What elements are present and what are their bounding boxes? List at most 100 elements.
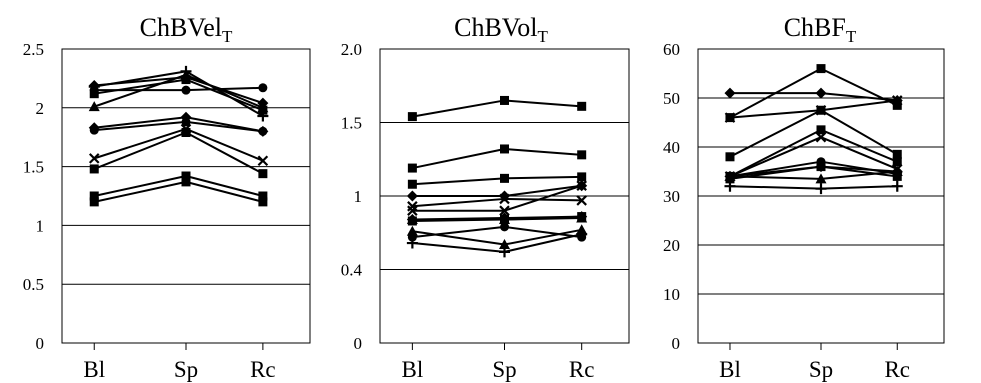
data-point bbox=[88, 101, 100, 112]
data-point bbox=[257, 155, 269, 166]
data-point bbox=[577, 212, 587, 222]
x-tick-label: Sp bbox=[492, 357, 516, 382]
data-point bbox=[500, 144, 509, 154]
series-10 bbox=[724, 166, 903, 184]
data-point bbox=[815, 87, 827, 99]
series-10 bbox=[89, 171, 268, 201]
data-point bbox=[407, 216, 417, 226]
data-point bbox=[499, 193, 510, 205]
data-point bbox=[724, 170, 736, 181]
data-point bbox=[407, 112, 417, 122]
data-point bbox=[407, 205, 418, 216]
series-line bbox=[94, 175, 264, 197]
data-point bbox=[499, 239, 510, 250]
series-1 bbox=[407, 95, 587, 122]
data-point bbox=[576, 195, 587, 206]
data-point bbox=[406, 237, 418, 249]
data-point bbox=[181, 127, 191, 137]
data-point bbox=[406, 225, 418, 236]
series-line bbox=[412, 228, 582, 246]
data-point bbox=[500, 95, 509, 105]
chart-title-main: ChBVol bbox=[454, 13, 537, 42]
data-point bbox=[891, 180, 903, 192]
data-point bbox=[724, 180, 736, 192]
series-line bbox=[729, 185, 898, 190]
series-11 bbox=[724, 180, 903, 195]
series-line bbox=[412, 147, 582, 170]
data-point bbox=[181, 171, 191, 181]
series-6 bbox=[407, 180, 587, 216]
data-point bbox=[576, 228, 588, 240]
y-tick-label: 1.5 bbox=[341, 114, 362, 133]
data-point bbox=[181, 85, 191, 95]
series-line bbox=[93, 131, 264, 175]
data-point bbox=[89, 89, 99, 99]
data-point bbox=[892, 149, 902, 159]
y-tick-label: 20 bbox=[663, 236, 680, 255]
data-point bbox=[499, 205, 510, 216]
series-3 bbox=[724, 95, 903, 123]
x-tick-label: Sp bbox=[174, 357, 198, 382]
data-point bbox=[500, 173, 509, 183]
data-point bbox=[892, 157, 902, 167]
y-tick-label: 2 bbox=[36, 99, 45, 118]
data-point bbox=[892, 171, 902, 181]
data-point bbox=[891, 166, 903, 176]
data-point bbox=[815, 131, 827, 143]
series-9 bbox=[407, 212, 587, 226]
y-tick-label: 0 bbox=[354, 334, 363, 353]
data-point bbox=[180, 69, 192, 80]
series-3 bbox=[89, 83, 268, 95]
series-4 bbox=[725, 105, 902, 162]
series-line bbox=[94, 180, 264, 203]
chart-title-subscript: T bbox=[222, 27, 233, 46]
data-point bbox=[816, 64, 826, 74]
data-point bbox=[89, 191, 99, 201]
x-tick-label: Rc bbox=[250, 357, 276, 382]
data-point bbox=[257, 102, 269, 113]
chart-title-subscript: T bbox=[846, 27, 857, 46]
data-point bbox=[577, 150, 587, 160]
data-point bbox=[815, 173, 827, 184]
data-point bbox=[816, 162, 826, 172]
chart-title-main: ChBF bbox=[784, 13, 846, 42]
series-2 bbox=[88, 65, 269, 122]
y-tick-label: 30 bbox=[663, 187, 680, 206]
data-point bbox=[499, 246, 510, 258]
data-point bbox=[892, 100, 902, 110]
data-point bbox=[407, 201, 418, 212]
data-point bbox=[89, 197, 99, 207]
data-point bbox=[407, 163, 417, 173]
series-6 bbox=[88, 111, 269, 137]
data-point bbox=[181, 117, 191, 127]
series-5 bbox=[407, 193, 587, 212]
data-point bbox=[258, 83, 268, 93]
chart-panel-2: ChBVolT 0 0.4 1 1.5 2.0 Bl Sp Rc bbox=[341, 13, 630, 382]
y-tick-label: 2.0 bbox=[341, 40, 362, 59]
x-tick-label: Bl bbox=[83, 357, 105, 382]
y-tick-label: 0 bbox=[36, 334, 45, 353]
data-point bbox=[88, 153, 100, 164]
data-point bbox=[500, 215, 509, 225]
data-point bbox=[577, 172, 587, 182]
data-point bbox=[577, 101, 587, 111]
data-point bbox=[407, 179, 417, 189]
data-point bbox=[406, 190, 418, 202]
chart-panel-1: ChBVelT 0 0.5 1 1.5 2 2.5 Bl Sp Rc bbox=[23, 13, 311, 382]
data-point bbox=[258, 126, 268, 136]
series-7 bbox=[89, 117, 268, 136]
x-tick-label: Bl bbox=[402, 357, 424, 382]
data-point bbox=[258, 169, 268, 179]
series-line bbox=[412, 197, 582, 208]
x-tick-label: Rc bbox=[884, 357, 910, 382]
data-point bbox=[181, 75, 191, 85]
chart-title: ChBFT bbox=[784, 13, 857, 46]
y-tick-label: 1.5 bbox=[23, 158, 44, 177]
data-point bbox=[816, 105, 826, 115]
series-5 bbox=[88, 69, 269, 113]
series-line bbox=[412, 175, 582, 186]
chart-panel-3: ChBFT 0 10 20 30 40 50 60 Bl Sp Rc bbox=[663, 13, 945, 382]
series-12 bbox=[406, 228, 588, 258]
x-tick-label: Rc bbox=[569, 357, 595, 382]
data-point bbox=[89, 164, 99, 174]
